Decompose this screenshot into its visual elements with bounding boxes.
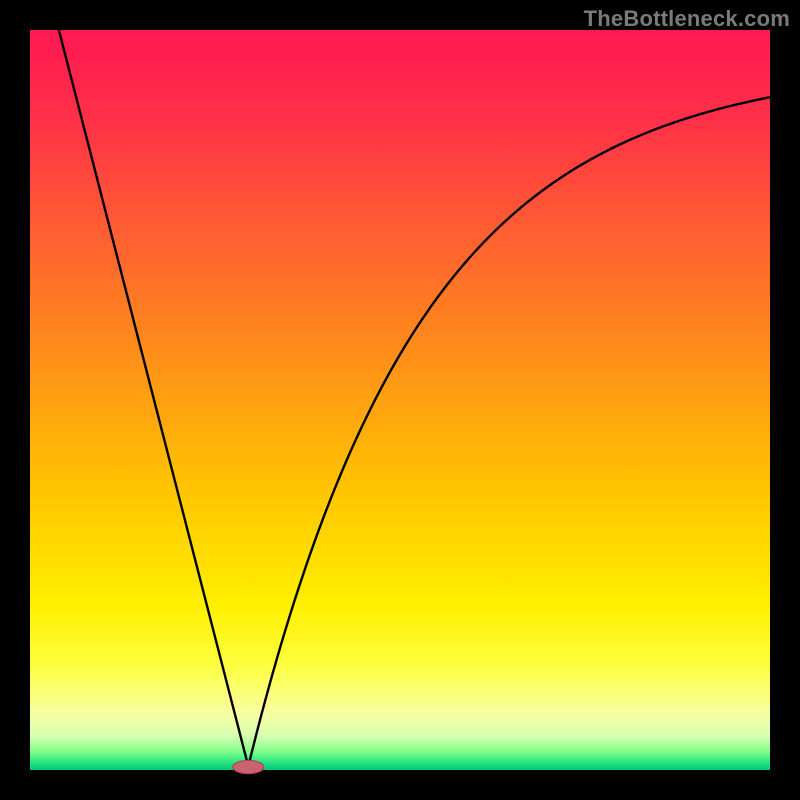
watermark-text: TheBottleneck.com xyxy=(584,6,790,32)
bottleneck-chart xyxy=(0,0,800,800)
chart-background xyxy=(30,30,770,770)
optimum-marker xyxy=(233,760,264,773)
chart-container: { "meta": { "watermark": "TheBottleneck.… xyxy=(0,0,800,800)
